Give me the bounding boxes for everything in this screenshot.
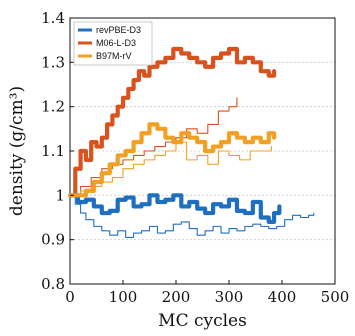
legend-label-0: revPBE-D3 bbox=[96, 25, 141, 35]
x-tick-label-1: 100 bbox=[109, 288, 138, 306]
series-line-1 bbox=[69, 194, 315, 238]
series-layer bbox=[67, 46, 315, 238]
x-tick-label-0: 0 bbox=[65, 288, 75, 306]
y-tick-label-2: 1 bbox=[55, 186, 65, 204]
x-tick-label-5: 500 bbox=[321, 288, 350, 306]
y-tick-label-5: 1.3 bbox=[41, 53, 65, 71]
x-axis-label: MC cycles bbox=[158, 311, 247, 331]
y-axis-label: density (g/cm³) bbox=[7, 86, 27, 216]
x-tick-label-2: 200 bbox=[162, 288, 191, 306]
legend-label-2: B97M-rV bbox=[96, 51, 132, 61]
y-tick-label-6: 1.4 bbox=[41, 9, 65, 27]
y-tick-label-4: 1.2 bbox=[41, 98, 65, 116]
x-tick-label-4: 400 bbox=[268, 288, 297, 306]
series-line-2 bbox=[67, 46, 277, 198]
y-tick-label-1: 0.9 bbox=[41, 231, 65, 249]
x-tick-label-3: 300 bbox=[215, 288, 244, 306]
series-line-5 bbox=[69, 141, 272, 196]
tick-layer: 0 100 200 300 400 500 0.8 0.9 1 1.1 1.2 1.3 1.4 bbox=[41, 9, 349, 306]
y-tick-label-0: 0.8 bbox=[41, 275, 65, 293]
y-tick-label-3: 1.1 bbox=[41, 142, 65, 160]
legend-label-1: M06-L-D3 bbox=[96, 38, 136, 48]
legend: revPBE-D3 M06-L-D3 B97M-rV bbox=[73, 21, 153, 66]
series-line-0 bbox=[67, 193, 282, 225]
